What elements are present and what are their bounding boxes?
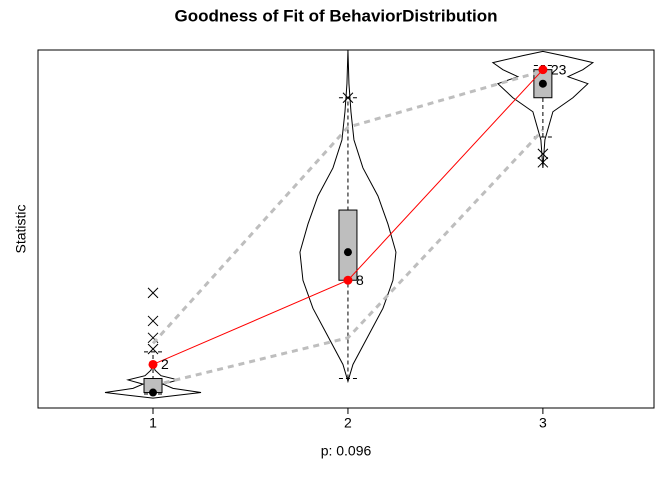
observed-point (538, 65, 548, 75)
outlier (537, 156, 549, 168)
data-label: 8 (356, 272, 364, 288)
observed-point (343, 275, 353, 285)
data-label: 23 (551, 61, 567, 77)
band-line (152, 128, 544, 387)
plot-frame (37, 49, 655, 409)
y-axis-label: Statistic (13, 204, 29, 253)
x-axis-label: p: 0.096 (321, 443, 372, 459)
observed-point (148, 359, 158, 369)
data-label: 2 (161, 356, 169, 372)
chart-title: Goodness of Fit of BehaviorDistribution (175, 6, 498, 25)
outlier (147, 315, 159, 327)
median (149, 388, 158, 397)
outlier (537, 148, 549, 160)
x-tick-label: 3 (539, 415, 547, 431)
violin (491, 50, 595, 168)
box (338, 209, 358, 281)
median (538, 79, 547, 88)
violin (299, 49, 397, 384)
outlier (342, 92, 354, 104)
x-tick-label: 2 (344, 415, 352, 431)
band-line (151, 69, 544, 345)
x-tick-label: 1 (149, 415, 157, 431)
outlier (147, 343, 159, 355)
outlier (147, 287, 159, 299)
median (343, 248, 352, 257)
